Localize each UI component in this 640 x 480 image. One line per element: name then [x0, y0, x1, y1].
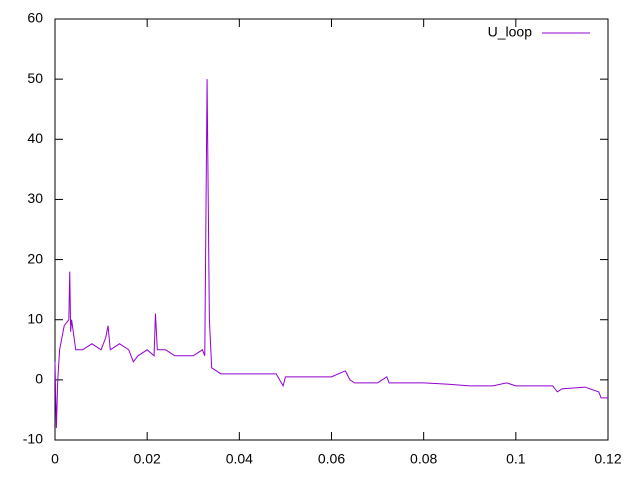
y-tick-label: 50: [27, 70, 43, 86]
data-line: [54, 79, 608, 428]
y-tick-label: -10: [23, 431, 43, 447]
x-tick-label: 0.08: [410, 451, 437, 467]
y-tick-label: 60: [27, 10, 43, 26]
y-tick-label: 0: [35, 371, 43, 387]
x-tick-label: 0.06: [318, 451, 345, 467]
x-tick-label: 0.04: [226, 451, 253, 467]
x-tick-label: 0.1: [506, 451, 526, 467]
y-tick-label: 10: [27, 310, 43, 326]
y-tick-label: 30: [27, 190, 43, 206]
legend-label: U_loop: [488, 24, 533, 40]
x-tick-label: 0.02: [134, 451, 161, 467]
x-tick-label: 0: [51, 451, 59, 467]
x-tick-label: 0.12: [594, 451, 621, 467]
y-tick-label: 40: [27, 130, 43, 146]
y-tick-label: 20: [27, 250, 43, 266]
